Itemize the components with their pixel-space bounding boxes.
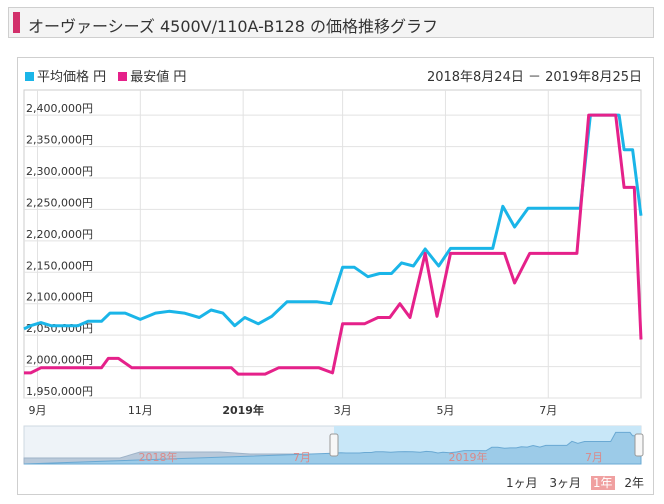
legend-min-label: 最安値 円 — [130, 70, 187, 85]
x-tick-label: 9月 — [28, 404, 46, 417]
x-tick-label: 2019年 — [222, 403, 264, 417]
y-tick-label: 2,200,000円 — [26, 228, 93, 241]
page-title: オーヴァーシーズ 4500V/110A-B128 の価格推移グラフ — [28, 17, 438, 36]
y-tick-label: 2,250,000円 — [26, 196, 93, 209]
x-tick-label: 7月 — [539, 404, 557, 417]
period-selector: 1ヶ月 3ヶ月 1年 2年 — [500, 474, 646, 491]
navigator-handle-left — [329, 433, 339, 457]
min-swatch — [118, 72, 128, 81]
navigator-handle-right — [634, 433, 644, 457]
legend-item-min[interactable]: 最安値 円 — [118, 66, 186, 85]
navigator-series-area — [23, 431, 642, 465]
y-tick-label: 2,300,000円 — [26, 165, 93, 178]
legend-item-avg[interactable]: 平均価格 円 — [25, 66, 106, 85]
date-range-label: 2018年8月24日 － 2019年8月25日 — [426, 70, 642, 85]
y-tick-label: 2,000,000円 — [26, 354, 93, 367]
x-tick-label: 11月 — [128, 404, 153, 417]
x-tick-label: 5月 — [436, 404, 454, 417]
navigator-label: 7月 — [585, 451, 603, 464]
navigator-label: 2018年 — [139, 450, 178, 464]
y-tick-label: 2,150,000円 — [26, 259, 93, 272]
title-bar: オーヴァーシーズ 4500V/110A-B128 の価格推移グラフ — [8, 7, 654, 38]
y-tick-label: 2,100,000円 — [26, 291, 93, 304]
y-tick-label: 2,400,000円 — [26, 102, 93, 115]
period-1-year-button[interactable]: 1年 — [590, 476, 615, 490]
period-2-year-button[interactable]: 2年 — [624, 476, 644, 490]
y-tick-label: 1,950,000円 — [26, 385, 93, 398]
plot-area — [23, 89, 642, 399]
avg-swatch — [25, 72, 34, 81]
x-tick-label: 3月 — [334, 404, 352, 417]
avg-price-line — [23, 113, 643, 331]
chart-legend: 平均価格 円 最安値 円 — [25, 66, 194, 85]
navigator-label: 2019年 — [449, 450, 488, 464]
title-accent-mark — [13, 12, 20, 33]
period-1-month-button[interactable]: 1ヶ月 — [505, 476, 538, 490]
y-tick-label: 2,350,000円 — [26, 134, 93, 147]
legend-avg-label: 平均価格 円 — [37, 70, 107, 85]
min-price-line — [24, 113, 643, 376]
navigator-label: 7月 — [293, 451, 311, 464]
period-3-month-button[interactable]: 3ヶ月 — [549, 476, 582, 490]
